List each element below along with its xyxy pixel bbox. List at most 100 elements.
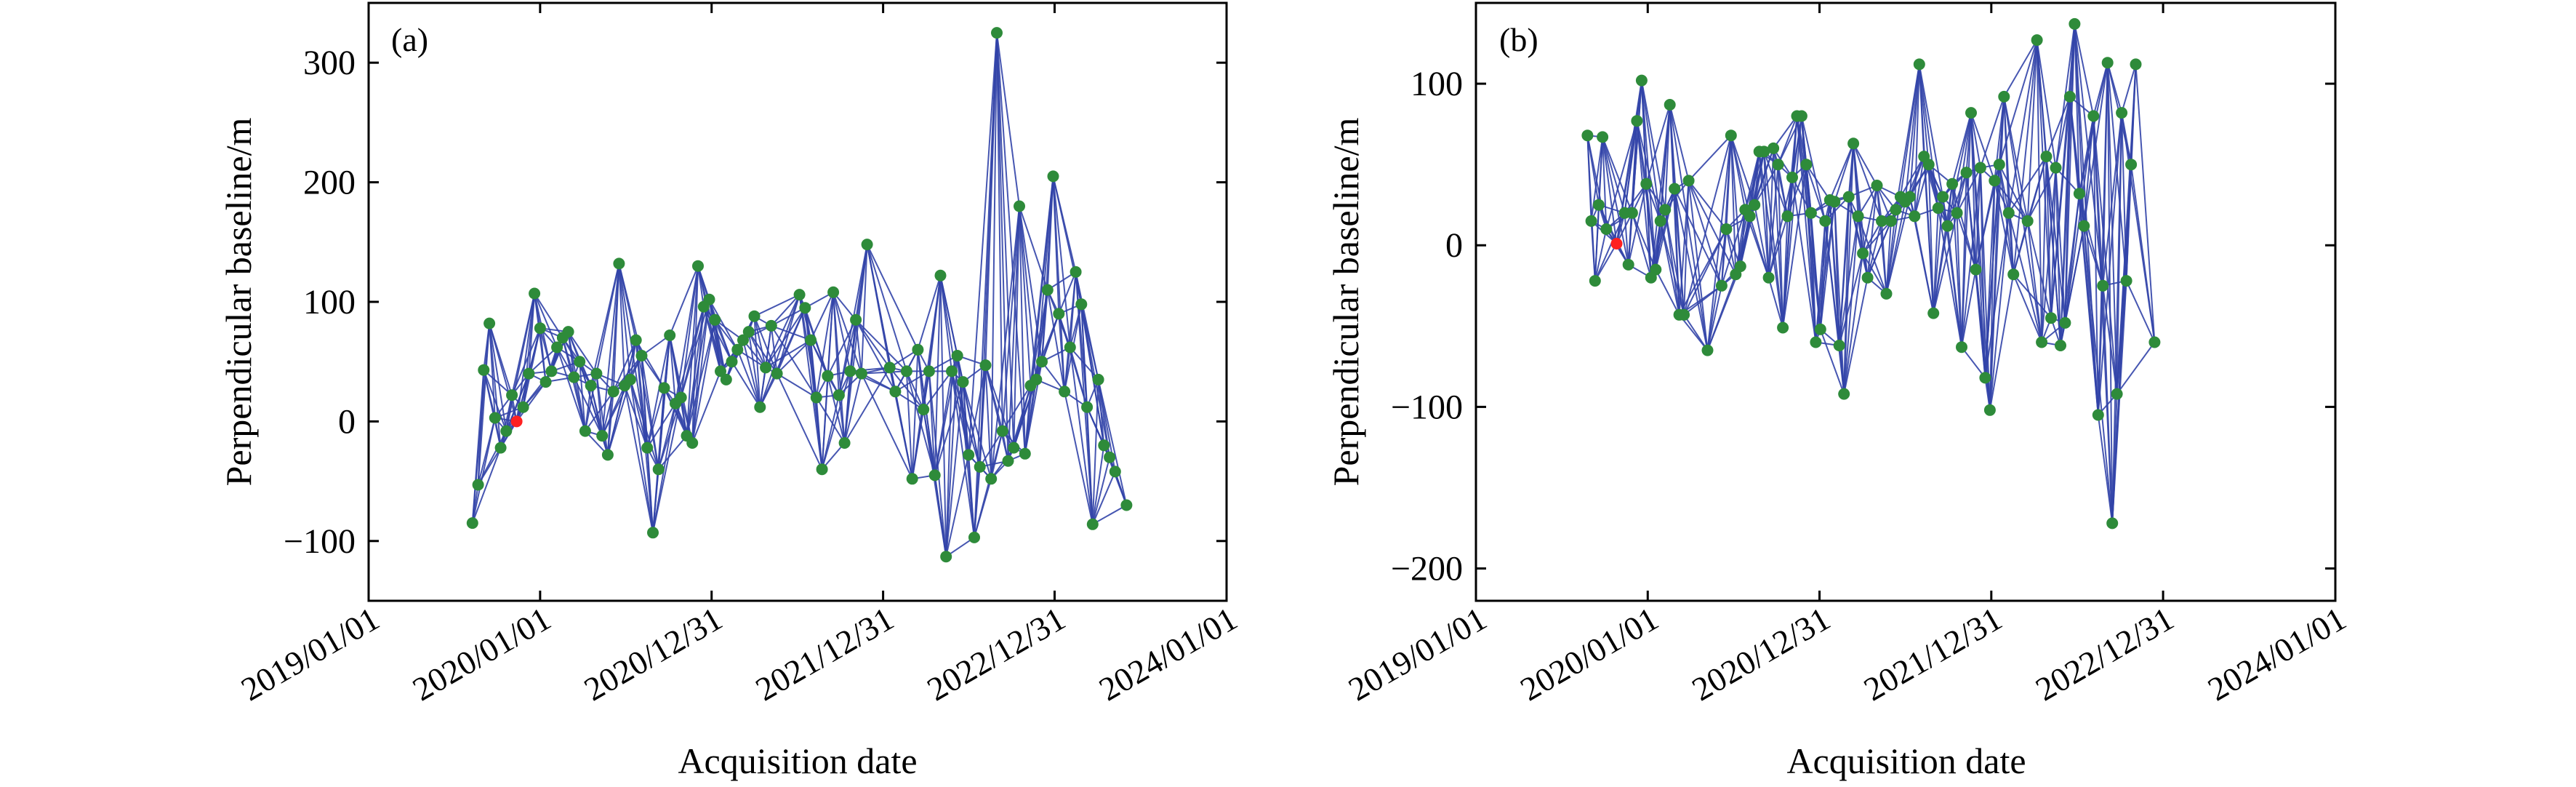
baseline-edge [860,373,913,479]
data-point [675,391,687,404]
data-point [827,286,840,298]
data-point [2069,17,2081,30]
data-point [1104,451,1116,463]
data-point [979,359,992,372]
baseline-edge [1683,180,1690,315]
baseline-edge [1805,164,1826,222]
baseline-edge [1933,212,1958,313]
baseline-edge [511,293,536,396]
baseline-edge [1946,225,1962,348]
baseline-edge [1069,271,1077,348]
data-point [494,442,507,454]
data-point [635,350,648,361]
baseline-edge [489,323,507,431]
baseline-edge [1097,379,1128,506]
baseline-edge [996,32,1020,207]
data-point [765,319,777,332]
baseline-edge [753,316,767,368]
baseline-edge [1782,116,1802,328]
baseline-edge [996,33,1015,448]
data-point [805,334,817,346]
data-point [545,365,558,377]
baseline-edge [815,397,823,470]
data-point [1932,202,1944,215]
baseline-edge [1664,209,1680,315]
data-point [692,260,704,272]
baseline-edge [1800,116,1826,222]
baseline-edge [573,377,586,431]
baseline-edge [1965,113,1972,173]
data-point [1880,287,1893,300]
baseline-edge [1979,96,2005,168]
baseline-edge [1782,164,1807,328]
data-point [793,289,806,301]
baseline-edge [1669,104,1690,181]
data-point [1059,385,1071,398]
baseline-edge [556,347,586,431]
data-point [715,365,726,377]
baseline-edge [1961,269,1977,348]
baseline-edge [1683,314,1709,351]
baseline-edge [1843,216,1859,394]
baseline-edge [2106,63,2127,281]
data-point [760,361,772,374]
data-point [1852,210,1864,223]
baseline-edge [1909,64,1920,197]
data-point [1810,336,1822,348]
data-point [478,364,490,376]
baseline-edge [815,396,846,444]
y-tick-label: −200 [1391,550,1463,588]
data-point [2106,517,2119,530]
baseline-edge [1834,201,1845,394]
baseline-edge [2078,193,2104,287]
baseline-edge [2055,96,2071,168]
baseline-edge [1961,346,1986,379]
baseline-edge [2074,23,2095,116]
data-point [1075,298,1088,311]
baseline-edge [483,323,491,370]
baseline-edge [1035,176,1054,380]
data-point [1795,110,1807,122]
baseline-edge [2093,116,2099,415]
baseline-edge [680,265,699,398]
baseline-edge [984,364,1009,461]
data-point [641,442,654,454]
baseline-edge [2007,212,2015,275]
data-point [568,371,580,383]
data-point [822,369,834,382]
data-point [963,449,975,461]
baseline-edge [1847,143,1855,197]
baseline-edge [1994,180,2010,214]
baseline-edge [2125,280,2156,343]
baseline-edge [1881,220,1887,294]
baseline-edge [1914,64,1920,217]
baseline-edge [855,319,862,374]
data-point [1857,247,1869,260]
baseline-edge [1961,113,1972,348]
baseline-edge [1975,167,1981,270]
baseline-edge [1058,313,1066,392]
data-point [2055,340,2066,351]
baseline-edge [483,369,507,431]
data-point [1829,196,1841,208]
data-point [1847,137,1860,150]
baseline-edge [771,324,811,341]
baseline-edge [1664,104,1671,210]
baseline-edge [1914,156,1925,217]
baseline-edge [2106,63,2118,394]
data-point [1777,321,1789,334]
data-point [855,367,867,380]
baseline-edge [1951,112,1972,185]
baseline-edge [1013,206,1020,448]
data-point [2073,188,2085,200]
baseline-edge [1749,216,1770,278]
y-axis-label: Perpendicular baseline/m [1325,118,1366,487]
baseline-edge [477,323,491,485]
baseline-edge [827,375,846,444]
baseline-edge [2026,167,2057,222]
data-point [1814,323,1826,335]
data-point [906,473,918,485]
baseline-edge [2121,113,2127,281]
baseline-edge [855,244,868,320]
baseline-edge [984,365,992,479]
